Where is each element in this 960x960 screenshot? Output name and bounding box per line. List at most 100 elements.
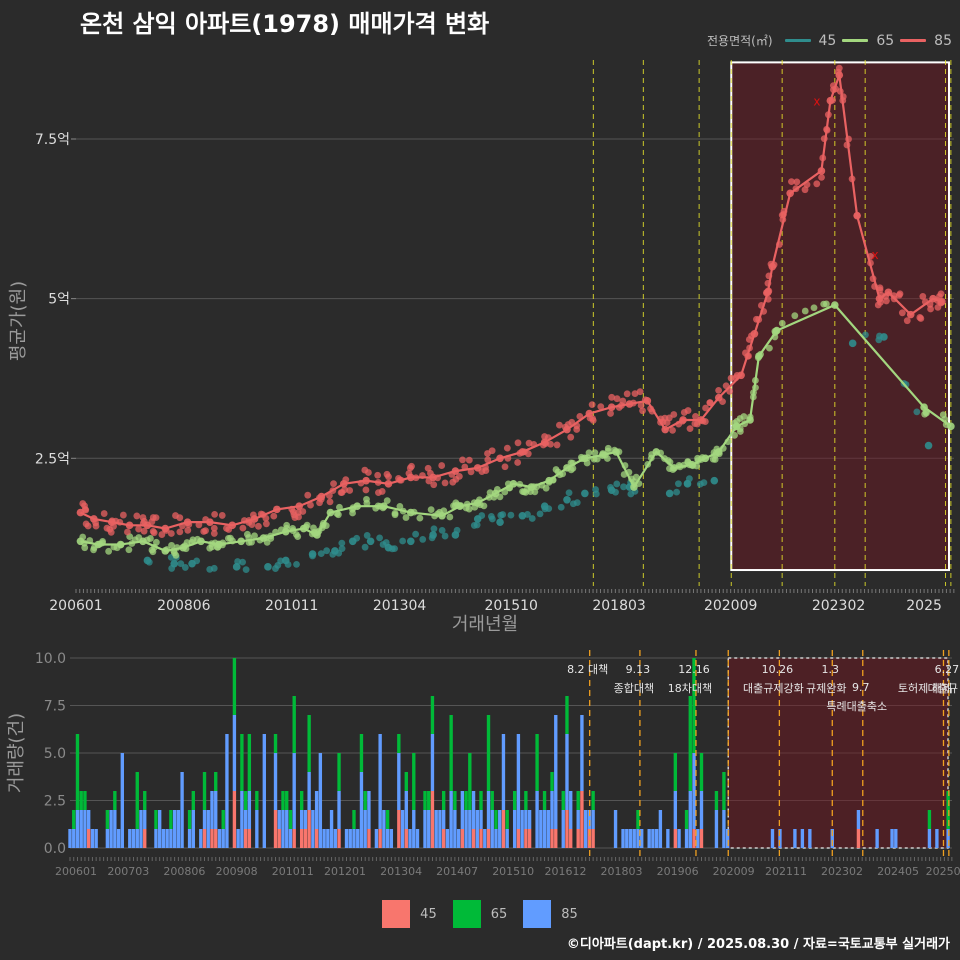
volume-bar-85	[453, 810, 457, 848]
volume-bar-85	[535, 791, 539, 848]
volume-bar-85	[770, 829, 775, 848]
volume-bar-85	[326, 829, 330, 848]
series-point-85	[384, 480, 393, 488]
transaction-dot	[473, 521, 481, 529]
transaction-dot	[167, 530, 175, 537]
transaction-dot	[680, 409, 688, 416]
volume-bar-85	[72, 829, 76, 848]
policy-label-name: 규제완화	[806, 682, 846, 695]
transaction-dot	[547, 440, 554, 448]
transaction-dot	[569, 500, 577, 508]
volume-bar-85	[367, 791, 371, 829]
volume-bar-85	[348, 829, 352, 848]
transaction-dot	[396, 503, 404, 510]
transaction-dot	[171, 549, 178, 557]
volume-bar-85	[363, 810, 367, 848]
transaction-dot	[740, 413, 748, 420]
series-point-45	[581, 489, 589, 498]
transaction-dot	[553, 441, 561, 449]
volume-bar-85	[576, 810, 580, 829]
volume-bar-45	[337, 829, 341, 848]
volume-bar-65	[505, 810, 509, 829]
volume-bar-85	[542, 810, 547, 848]
bar-legend-item-85: 85	[523, 900, 578, 928]
x-tick-label: 202111	[765, 865, 807, 878]
transaction-dot	[379, 541, 387, 548]
transaction-dot	[484, 456, 492, 464]
series-point-65	[688, 460, 696, 469]
series-line-85	[80, 74, 943, 530]
transaction-dot	[304, 491, 312, 499]
volume-bar-65	[565, 696, 569, 734]
volume-bar-85	[87, 810, 91, 829]
transaction-dot	[686, 425, 694, 433]
transaction-dot	[917, 315, 925, 322]
transaction-dot	[385, 473, 392, 481]
series-point-65	[509, 480, 518, 488]
transaction-dot	[465, 456, 473, 464]
series-point-65	[581, 454, 589, 463]
volume-bar-85	[456, 829, 461, 848]
series-point-45	[473, 515, 482, 523]
series-point-65	[732, 422, 741, 431]
volume-bar-65	[79, 791, 83, 810]
transaction-dot	[124, 528, 131, 536]
series-point-45	[264, 563, 272, 571]
transaction-dot	[323, 547, 331, 555]
series-point-45	[331, 547, 339, 555]
x-tick-label: 200806	[163, 865, 205, 878]
volume-bar-65	[154, 810, 158, 829]
volume-bar-85	[352, 829, 356, 848]
transaction-dot	[239, 558, 246, 566]
series-point-85	[473, 464, 482, 472]
volume-bar-85	[591, 810, 595, 829]
series-point-65	[438, 511, 446, 520]
x-tick-label: 201304	[373, 598, 427, 614]
volume-bar-85	[524, 810, 528, 829]
series-point-65	[527, 483, 536, 491]
transaction-dot	[374, 471, 382, 479]
bar-legend-item-65: 65	[452, 900, 507, 928]
transaction-dot	[383, 497, 391, 505]
volume-bar-85	[214, 791, 218, 829]
policy-label-date: 1.3	[822, 663, 840, 676]
volume-bar-65	[221, 810, 225, 829]
series-point-45	[665, 489, 674, 498]
series-point-85	[143, 521, 152, 530]
series-point-45	[563, 495, 571, 504]
legend-title: 전용면적(㎡)	[706, 34, 773, 48]
volume-bar-65	[187, 810, 192, 829]
policy-label-name: 대출규제강화	[743, 682, 804, 695]
transaction-dot	[818, 173, 825, 181]
series-point-45	[496, 518, 504, 526]
series-point-65	[259, 534, 268, 542]
series-point-45	[429, 531, 437, 539]
series-point-65	[313, 531, 321, 539]
transaction-dot	[361, 543, 369, 551]
series-point-85	[938, 298, 946, 306]
volume-bar-85	[498, 810, 502, 848]
volume-bar-85	[236, 829, 240, 848]
series-point-85	[340, 480, 348, 488]
volume-bar-85	[808, 829, 812, 848]
transaction-dot	[692, 413, 699, 420]
transaction-dot	[133, 512, 141, 520]
legend-swatch-icon	[452, 900, 481, 928]
volume-bar-65	[453, 791, 457, 810]
volume-bar-85	[494, 829, 498, 848]
transaction-dot	[438, 462, 446, 469]
volume-bar-85	[255, 810, 259, 848]
volume-bar-85	[109, 810, 113, 848]
policy-label-date: 10.26	[762, 663, 794, 676]
volume-bar-65	[255, 791, 259, 810]
transaction-dot	[631, 390, 639, 398]
volume-bar-85	[412, 810, 416, 848]
transaction-dot	[604, 444, 612, 452]
transaction-dot	[663, 419, 671, 426]
transaction-dot	[378, 488, 386, 495]
transaction-dot	[262, 520, 270, 528]
transaction-dot	[497, 511, 505, 519]
series-point-85	[835, 71, 844, 79]
bar-legend-item-45: 45	[382, 900, 437, 928]
volume-bar-85	[191, 810, 195, 848]
